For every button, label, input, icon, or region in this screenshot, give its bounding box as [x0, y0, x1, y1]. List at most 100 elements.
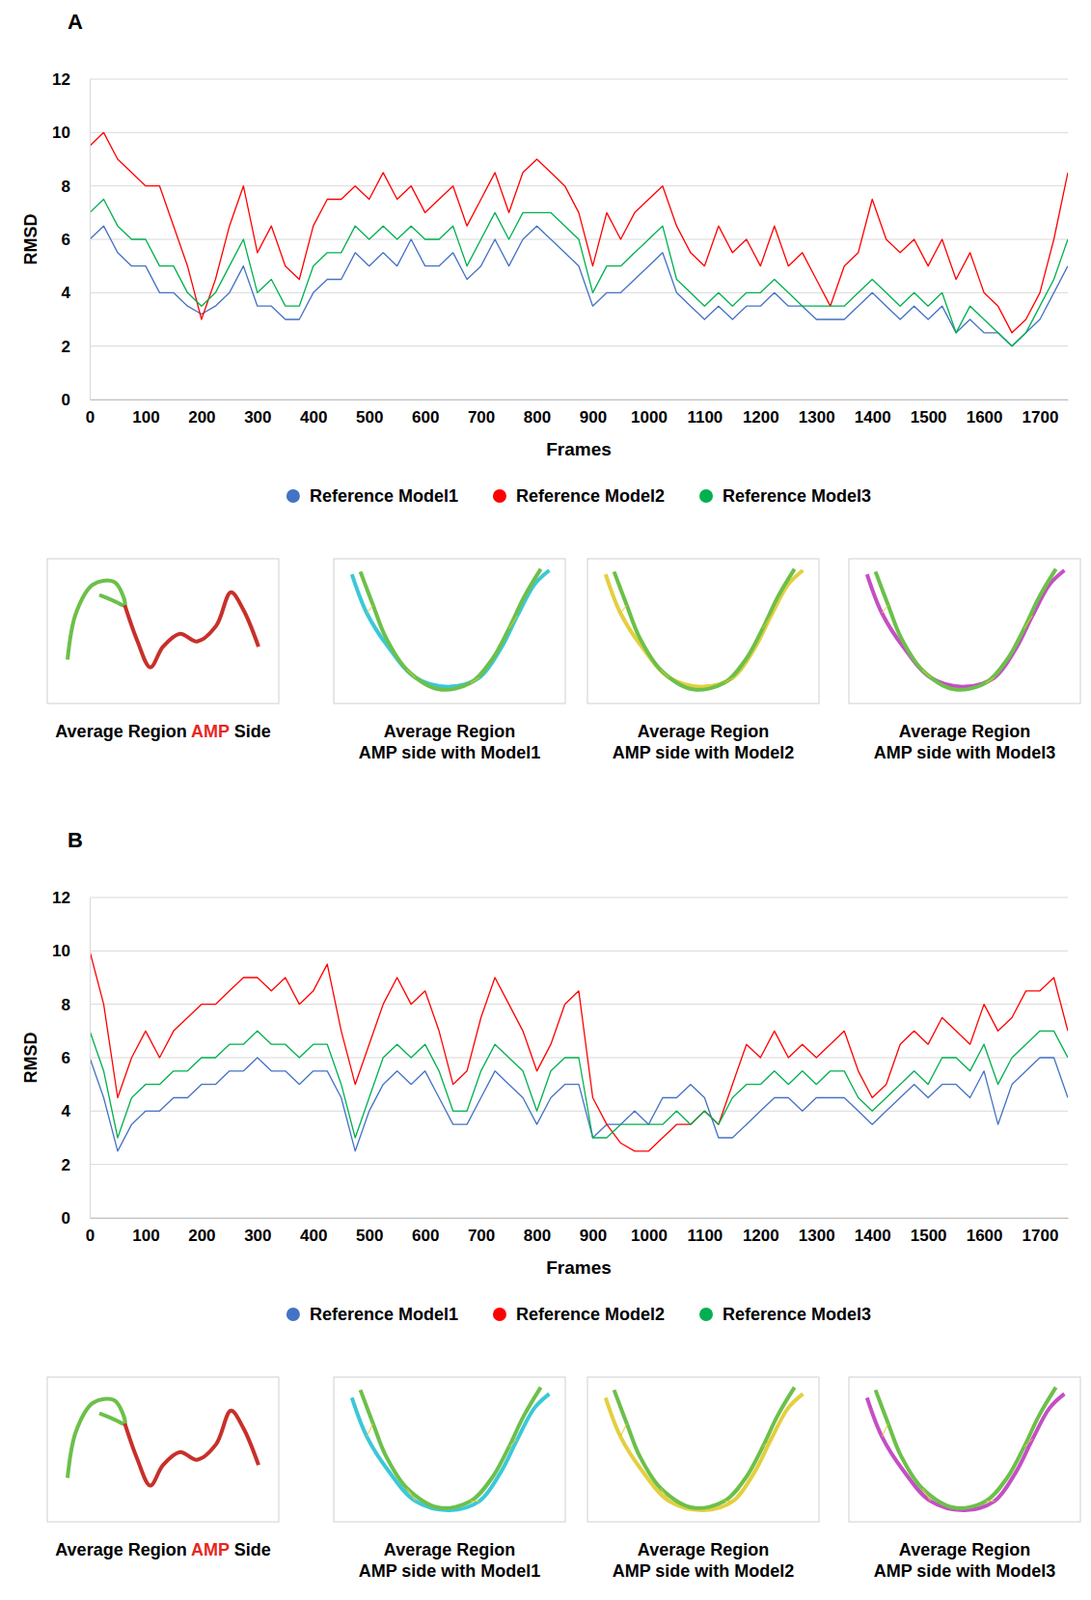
caption-span: Average Region: [637, 1539, 769, 1559]
strand: [867, 1392, 1065, 1510]
y-tick: 0: [61, 390, 90, 410]
caption: AMP side with Model1: [358, 742, 542, 763]
caption-span: AMP side with Model1: [358, 1560, 542, 1581]
h-bond: [763, 1438, 772, 1446]
figure: A010020030040050060070080090010001100120…: [0, 0, 1091, 1600]
x-tick-label: 300: [244, 408, 272, 427]
x-tick-label: 1600: [966, 1226, 1004, 1245]
caption-span: Side: [229, 1539, 272, 1559]
y-tick: 10: [52, 941, 90, 960]
caption: Average Region AMP Side: [54, 1539, 271, 1559]
structure-render: [47, 558, 279, 704]
strand: [124, 592, 259, 668]
x-tick: 300: [244, 399, 272, 427]
x-tick-label: 100: [132, 1226, 160, 1245]
caption: Average Region: [637, 721, 769, 741]
x-tick: 1100: [686, 1217, 723, 1245]
grid-line: [89, 345, 1068, 347]
x-tick: 200: [188, 399, 216, 427]
h-bond: [660, 669, 670, 678]
x-tick: 400: [300, 399, 328, 427]
structure-render: [848, 1376, 1081, 1522]
series-line: [89, 132, 1068, 333]
h-bond: [881, 1422, 889, 1436]
y-tick-label: 12: [52, 888, 71, 907]
grid-line: [89, 1110, 1068, 1112]
y-tick: 4: [61, 1101, 90, 1120]
x-tick: 1000: [630, 399, 668, 427]
h-bond: [366, 1422, 374, 1436]
x-tick-label: 400: [300, 1226, 328, 1245]
h-bond: [1024, 1438, 1034, 1446]
y-tick-label: 6: [61, 1048, 71, 1067]
structure-render: [333, 1376, 566, 1522]
y-axis: 024681012: [52, 70, 90, 410]
structure-render: [587, 558, 819, 704]
legend-swatch: [492, 1307, 507, 1321]
strand: [67, 1398, 126, 1478]
grid-line: [89, 1003, 1068, 1005]
x-tick-label: 900: [579, 408, 607, 427]
legend-label: Reference Model2: [516, 486, 665, 506]
x-tick-label: 800: [523, 408, 551, 427]
strand: [360, 569, 542, 690]
x-tick: 700: [467, 1217, 495, 1245]
y-tick-label: 0: [61, 1208, 71, 1228]
caption-span: Average Region: [383, 1539, 516, 1559]
y-axis-line: [89, 898, 91, 1219]
y-tick: 12: [52, 888, 90, 907]
caption-span: Average Region: [54, 721, 191, 741]
y-tick-label: 8: [61, 177, 71, 196]
render-frame: [333, 1376, 566, 1522]
grid-line: [89, 185, 1068, 187]
caption: Average Region AMP Side: [54, 721, 271, 741]
y-tick-label: 0: [61, 390, 71, 410]
grid-line: [89, 897, 1068, 899]
caption: AMP side with Model2: [612, 1560, 795, 1581]
x-tick-label: 1500: [910, 1226, 948, 1245]
x-tick: 1700: [1022, 1217, 1060, 1245]
y-tick: 8: [61, 995, 90, 1014]
x-tick: 500: [355, 1217, 383, 1245]
x-tick: 100: [132, 399, 160, 427]
caption-span: AMP side with Model3: [873, 1560, 1057, 1581]
strand: [605, 1392, 804, 1510]
x-tick-label: 1700: [1022, 1226, 1060, 1245]
x-tick: 600: [411, 1217, 439, 1245]
h-bond: [922, 669, 931, 678]
y-axis-title: RMSD: [21, 1032, 41, 1084]
caption-span: AMP side with Model1: [358, 742, 542, 763]
y-tick-label: 2: [61, 1155, 71, 1174]
strand: [124, 1410, 259, 1486]
h-bond: [1024, 615, 1034, 628]
h-bond: [407, 669, 416, 678]
structure-renders: [47, 558, 1081, 704]
x-tick: 1300: [798, 1217, 836, 1245]
x-tick-label: 1300: [798, 1226, 836, 1245]
legend-label: Reference Model3: [722, 1304, 872, 1324]
series-line: [89, 225, 1068, 346]
x-tick: 1200: [742, 399, 780, 427]
strand: [352, 1392, 550, 1510]
grid-line: [89, 1217, 1068, 1219]
legend-item: Reference Model1: [286, 486, 459, 506]
x-tick-label: 1400: [854, 408, 892, 427]
h-bond: [660, 1487, 670, 1501]
h-bond: [985, 677, 995, 682]
panel: B010020030040050060070080090010001100120…: [21, 827, 1081, 1581]
y-tick-label: 2: [61, 337, 71, 356]
x-tick: 300: [244, 1217, 272, 1245]
caption-span: AMP side with Model3: [873, 742, 1057, 763]
legend-swatch: [492, 489, 507, 503]
y-tick-label: 10: [52, 123, 71, 142]
x-tick-label: 600: [411, 1226, 439, 1245]
render-frame: [587, 1376, 819, 1522]
h-bond: [724, 677, 734, 682]
strand: [614, 1387, 795, 1508]
x-tick-label: 600: [411, 408, 439, 427]
legend-item: Reference Model1: [286, 1304, 459, 1324]
grid-line: [89, 399, 1068, 401]
caption-span: Average Region: [899, 1539, 1031, 1559]
x-tick-label: 1700: [1022, 408, 1060, 427]
render-frame: [587, 558, 819, 704]
